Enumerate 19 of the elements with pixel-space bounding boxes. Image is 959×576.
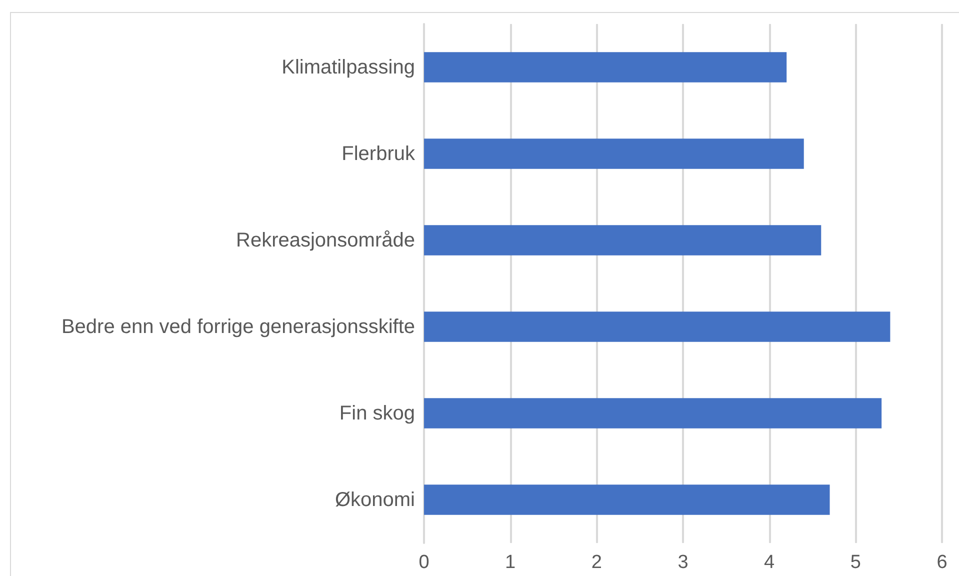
y-tick-label: Fin skog: [339, 402, 415, 424]
x-tick-label: 2: [591, 552, 602, 573]
bar: [424, 138, 804, 169]
x-tick-label: 1: [505, 552, 516, 573]
x-tick-label: 4: [764, 552, 776, 573]
x-tick-label: 3: [678, 552, 688, 573]
x-tick-label: 0: [418, 552, 430, 573]
bar: [424, 484, 830, 515]
x-tick-label: 6: [936, 552, 948, 573]
x-tick-label: 5: [850, 552, 861, 573]
y-tick-label: Flerbruk: [342, 142, 416, 165]
bar: [424, 312, 890, 342]
y-tick-label: Rekreasjonsområde: [236, 229, 415, 252]
y-tick-label: Økonomi: [334, 488, 415, 511]
bar: [424, 225, 822, 256]
y-tick-label: Bedre enn ved forrige generasjonsskifte: [61, 316, 415, 338]
bar: [424, 52, 787, 82]
y-tick-label: Klimatilpassing: [282, 56, 415, 78]
bar: [424, 398, 882, 428]
